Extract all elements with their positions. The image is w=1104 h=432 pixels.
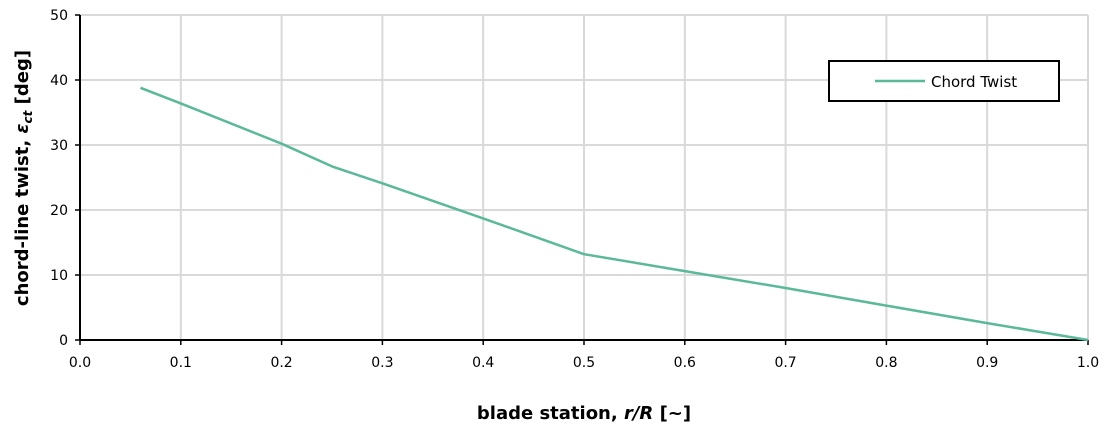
y-axis-title: chord-line twist, εct [deg]	[12, 50, 35, 306]
chord-twist-series-line	[140, 86, 1089, 342]
x-tick-label: 0.9	[976, 355, 998, 371]
x-tick-label: 0.8	[875, 355, 897, 371]
y-tick-labels: 0 10 20 30 40 50	[50, 8, 80, 349]
y-axis-title-symbol: ε	[12, 123, 33, 133]
y-axis-title-unit: [deg]	[12, 50, 33, 111]
x-tick-label: 0.7	[774, 355, 796, 371]
y-tick-label: 20	[50, 203, 68, 219]
x-tick-label: 0.0	[69, 355, 91, 371]
y-tick-label: 30	[50, 138, 68, 154]
y-tick-label: 50	[50, 8, 68, 24]
x-tick-label: 0.2	[270, 355, 292, 371]
y-axis-title-subscript: ct	[21, 109, 35, 123]
legend: Chord Twist	[828, 60, 1060, 102]
y-tick-label: 40	[50, 73, 68, 89]
x-axis-title-variable: r/R	[624, 403, 653, 424]
x-axis-title: blade station, r/R [~]	[477, 403, 691, 424]
x-tick-label: 0.6	[674, 355, 696, 371]
x-axis-title-prefix: blade station,	[477, 403, 624, 424]
x-tick-label: 0.5	[573, 355, 595, 371]
series-layer	[140, 86, 1089, 342]
y-tick-label: 0	[59, 333, 68, 349]
legend-box	[828, 60, 1060, 102]
legend-label: Chord Twist	[931, 73, 1017, 91]
y-tick-label: 10	[50, 268, 68, 284]
x-tick-label: 0.1	[170, 355, 192, 371]
x-tick-label: 0.4	[472, 355, 494, 371]
x-tick-label: 0.3	[371, 355, 393, 371]
y-axis-title-prefix: chord-line twist,	[12, 134, 33, 307]
x-axis-title-unit: [~]	[653, 403, 691, 424]
x-tick-label: 1.0	[1077, 355, 1099, 371]
x-tick-labels: 0.0 0.1 0.2 0.3 0.4 0.5 0.6 0.7 0.8 0.9 1.0	[69, 340, 1099, 371]
